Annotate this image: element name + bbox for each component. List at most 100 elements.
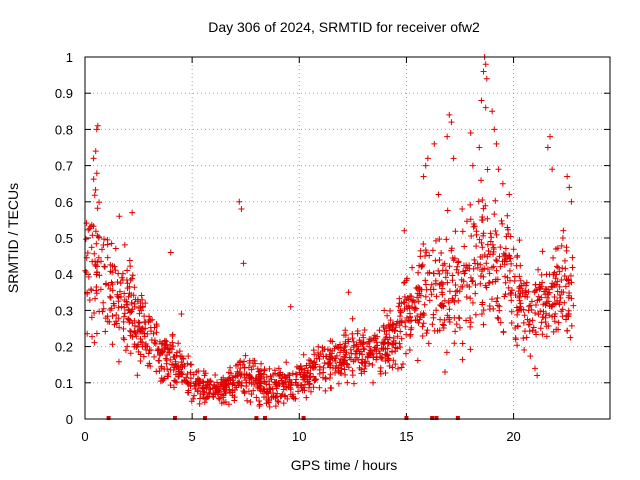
data-point: [112, 318, 119, 325]
data-point: [543, 271, 550, 278]
data-point: [501, 257, 508, 264]
data-point: [386, 324, 393, 331]
data-point: [351, 342, 358, 349]
data-point: [433, 307, 440, 314]
data-point: [129, 272, 136, 279]
data-point: [441, 317, 448, 324]
data-point: [349, 335, 356, 342]
data-point: [508, 260, 515, 267]
data-point: [454, 263, 461, 270]
data-point: [440, 281, 447, 288]
data-point: [183, 374, 190, 381]
data-point: [438, 250, 445, 257]
data-point: [287, 303, 294, 310]
data-point: [333, 352, 340, 359]
data-point: [218, 391, 225, 398]
data-point: [444, 312, 451, 319]
data-point: [354, 343, 361, 350]
data-point: [496, 253, 503, 260]
data-point: [121, 241, 128, 248]
data-point: [392, 361, 399, 368]
data-point: [112, 245, 119, 252]
data-point: [146, 347, 153, 354]
data-point: [113, 312, 120, 319]
data-point: [104, 241, 111, 248]
data-point: [528, 306, 535, 313]
data-point: [443, 349, 450, 356]
data-point: [184, 370, 191, 377]
chart-title: Day 306 of 2024, SRMTID for receiver ofw…: [208, 19, 480, 35]
data-point: [272, 403, 279, 410]
data-point: [455, 269, 462, 276]
data-point: [424, 155, 431, 162]
data-point: [267, 373, 274, 380]
data-point: [343, 360, 350, 367]
data-point: [341, 357, 348, 364]
data-point: [197, 395, 204, 402]
data-point: [558, 289, 565, 296]
data-point: [100, 236, 107, 243]
data-point: [322, 387, 329, 394]
data-point: [454, 287, 461, 294]
data-point: [83, 220, 90, 227]
data-point: [553, 263, 560, 270]
data-point: [135, 341, 142, 348]
data-point: [91, 309, 98, 316]
data-point: [432, 257, 439, 264]
data-point: [304, 369, 311, 376]
data-point: [561, 257, 568, 264]
data-point: [493, 298, 500, 305]
data-point: [165, 370, 172, 377]
data-point: [468, 232, 475, 239]
data-point: [263, 374, 270, 381]
data-point: [274, 390, 281, 397]
data-point: [431, 140, 438, 147]
data-point: [179, 364, 186, 371]
data-point: [492, 278, 499, 285]
data-point: [144, 362, 151, 369]
data-point: [329, 338, 336, 345]
data-point: [120, 318, 127, 325]
data-point: [491, 126, 498, 133]
data-point: [132, 330, 139, 337]
data-point: [323, 353, 330, 360]
data-point: [543, 323, 550, 330]
data-point: [203, 395, 210, 402]
y-tick-label: 0.6: [55, 195, 73, 210]
data-point: [156, 357, 163, 364]
data-point: [265, 390, 272, 397]
data-point: [153, 329, 160, 336]
data-point: [473, 243, 480, 250]
data-point: [483, 284, 490, 291]
data-point: [106, 318, 113, 325]
data-point: [439, 321, 446, 328]
data-point: [126, 290, 133, 297]
data-point: [296, 369, 303, 376]
data-point: [184, 389, 191, 396]
data-point: [428, 291, 435, 298]
data-point: [484, 241, 491, 248]
data-point: [549, 280, 556, 287]
data-point: [446, 318, 453, 325]
data-point: [402, 350, 409, 357]
data-point: [84, 250, 91, 257]
data-point: [88, 314, 95, 321]
data-point: [516, 303, 523, 310]
data-point: [155, 346, 162, 353]
data-point: [146, 313, 153, 320]
data-point: [151, 353, 158, 360]
data-point: [83, 269, 90, 276]
data-point: [556, 283, 563, 290]
data-point: [250, 387, 257, 394]
data-point: [112, 267, 119, 274]
data-point: [338, 345, 345, 352]
data-point: [442, 274, 449, 281]
data-point: [172, 378, 179, 385]
data-point: [178, 359, 185, 366]
data-point: [396, 340, 403, 347]
data-point: [542, 314, 549, 321]
data-point: [504, 274, 511, 281]
data-point: [321, 346, 328, 353]
data-point: [116, 324, 123, 331]
data-point: [167, 249, 174, 256]
